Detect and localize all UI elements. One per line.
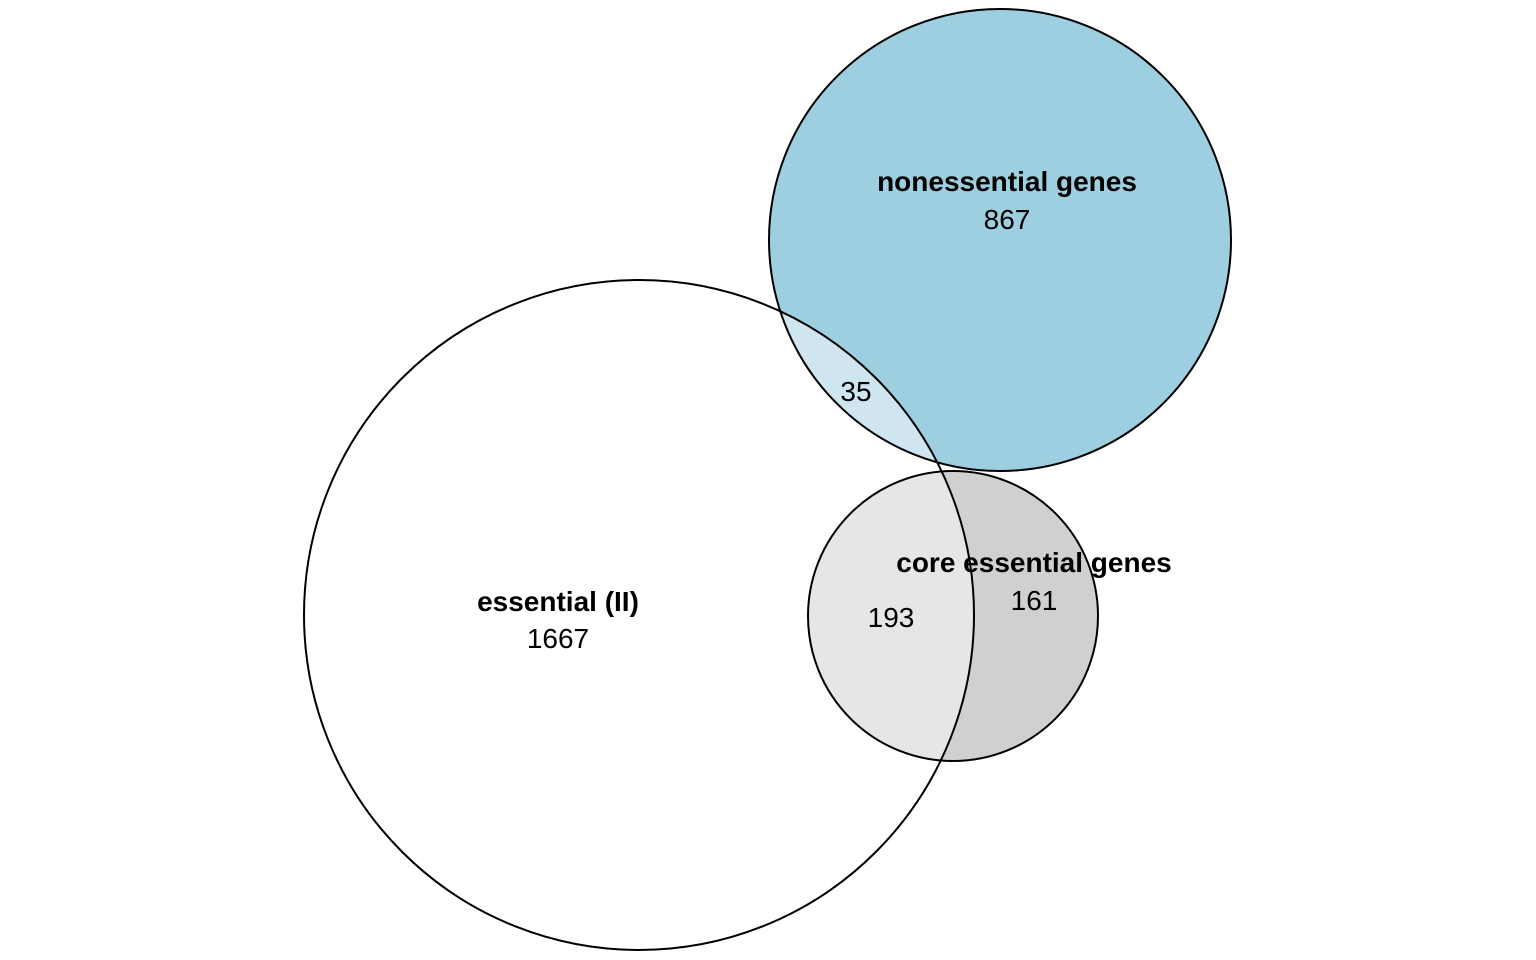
set-core-outline — [807, 470, 1099, 762]
set-label-core: core essential genes — [896, 547, 1171, 578]
count-essential-nonessential: 35 — [840, 376, 871, 407]
count-essential-core: 193 — [868, 602, 915, 633]
intersection-essential-core — [808, 471, 974, 761]
set-essential-outline — [303, 279, 975, 951]
set-label-nonessential: nonessential genes — [877, 166, 1137, 197]
set-nonessential-outline — [768, 8, 1232, 472]
count-nonessential: 867 — [984, 204, 1031, 235]
set-label-essential: essential (II) — [477, 586, 639, 617]
count-core: 161 — [1011, 585, 1058, 616]
count-essential: 1667 — [527, 623, 589, 654]
set-nonessential-region — [769, 9, 1231, 471]
